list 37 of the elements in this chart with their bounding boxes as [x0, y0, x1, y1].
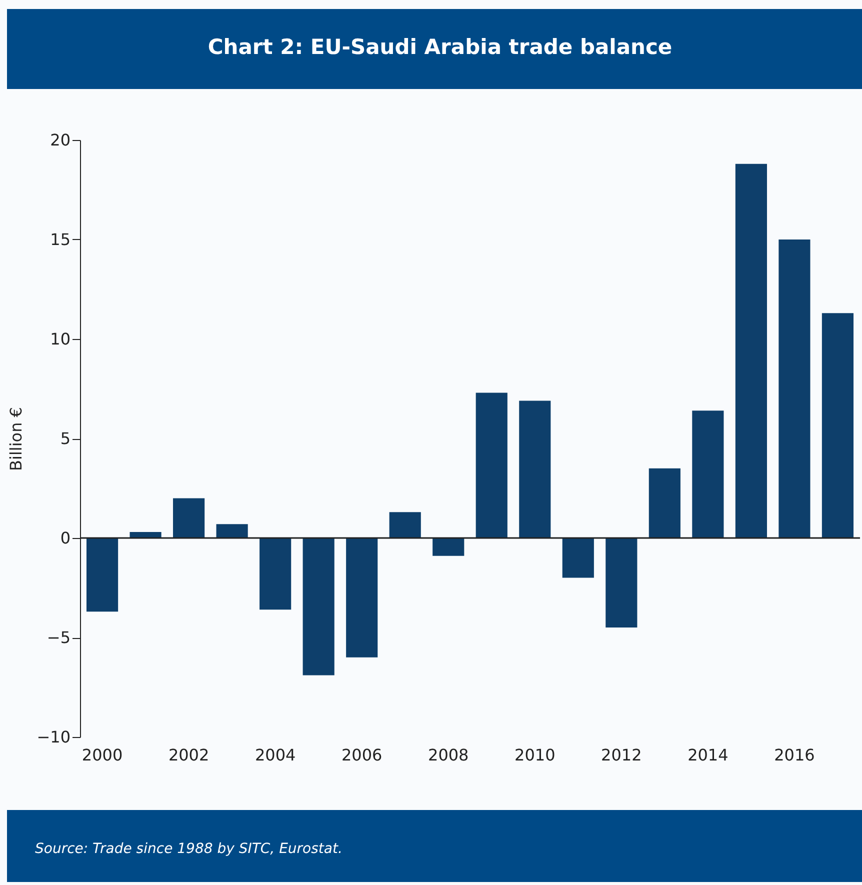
x-tick-label: 2010 — [514, 746, 556, 764]
bar — [648, 468, 680, 538]
x-tick-label: 2008 — [428, 746, 469, 764]
bar — [432, 538, 464, 556]
bar — [216, 524, 248, 538]
x-tick-label: 2006 — [341, 746, 382, 764]
y-axis-title: Billion € — [6, 407, 26, 471]
bar — [519, 400, 551, 538]
y-tick-label: 15 — [50, 230, 70, 249]
bar — [130, 532, 162, 538]
bar — [778, 240, 810, 538]
bar — [735, 164, 767, 538]
bar — [822, 313, 854, 538]
bar — [302, 538, 334, 676]
bar — [173, 498, 205, 538]
x-tick-label: 2002 — [168, 746, 210, 764]
y-tick-label: −5 — [46, 628, 70, 647]
y-tick-label: 0 — [60, 528, 70, 548]
y-tick-label: 10 — [50, 330, 70, 348]
bar — [86, 538, 118, 612]
chart-title: Chart 2: EU-Saudi Arabia trade balance — [208, 35, 672, 59]
x-tick-label: 2016 — [774, 746, 815, 764]
x-tick-label: 2014 — [688, 746, 728, 764]
source-note: Source: Trade since 1988 by SITC, Eurostat. — [35, 841, 342, 857]
x-tick-label: 2004 — [254, 746, 296, 764]
bar — [562, 538, 594, 578]
bar — [692, 410, 724, 538]
bar — [606, 538, 638, 628]
bar — [389, 512, 421, 538]
y-tick-label: 5 — [60, 429, 70, 448]
x-tick-label: 2012 — [601, 746, 642, 764]
bar — [346, 538, 378, 658]
bar — [260, 538, 292, 610]
y-tick-label: −10 — [36, 728, 70, 746]
bar — [476, 392, 508, 538]
x-tick-label: 2000 — [82, 746, 123, 764]
y-tick-label: 20 — [50, 130, 70, 150]
